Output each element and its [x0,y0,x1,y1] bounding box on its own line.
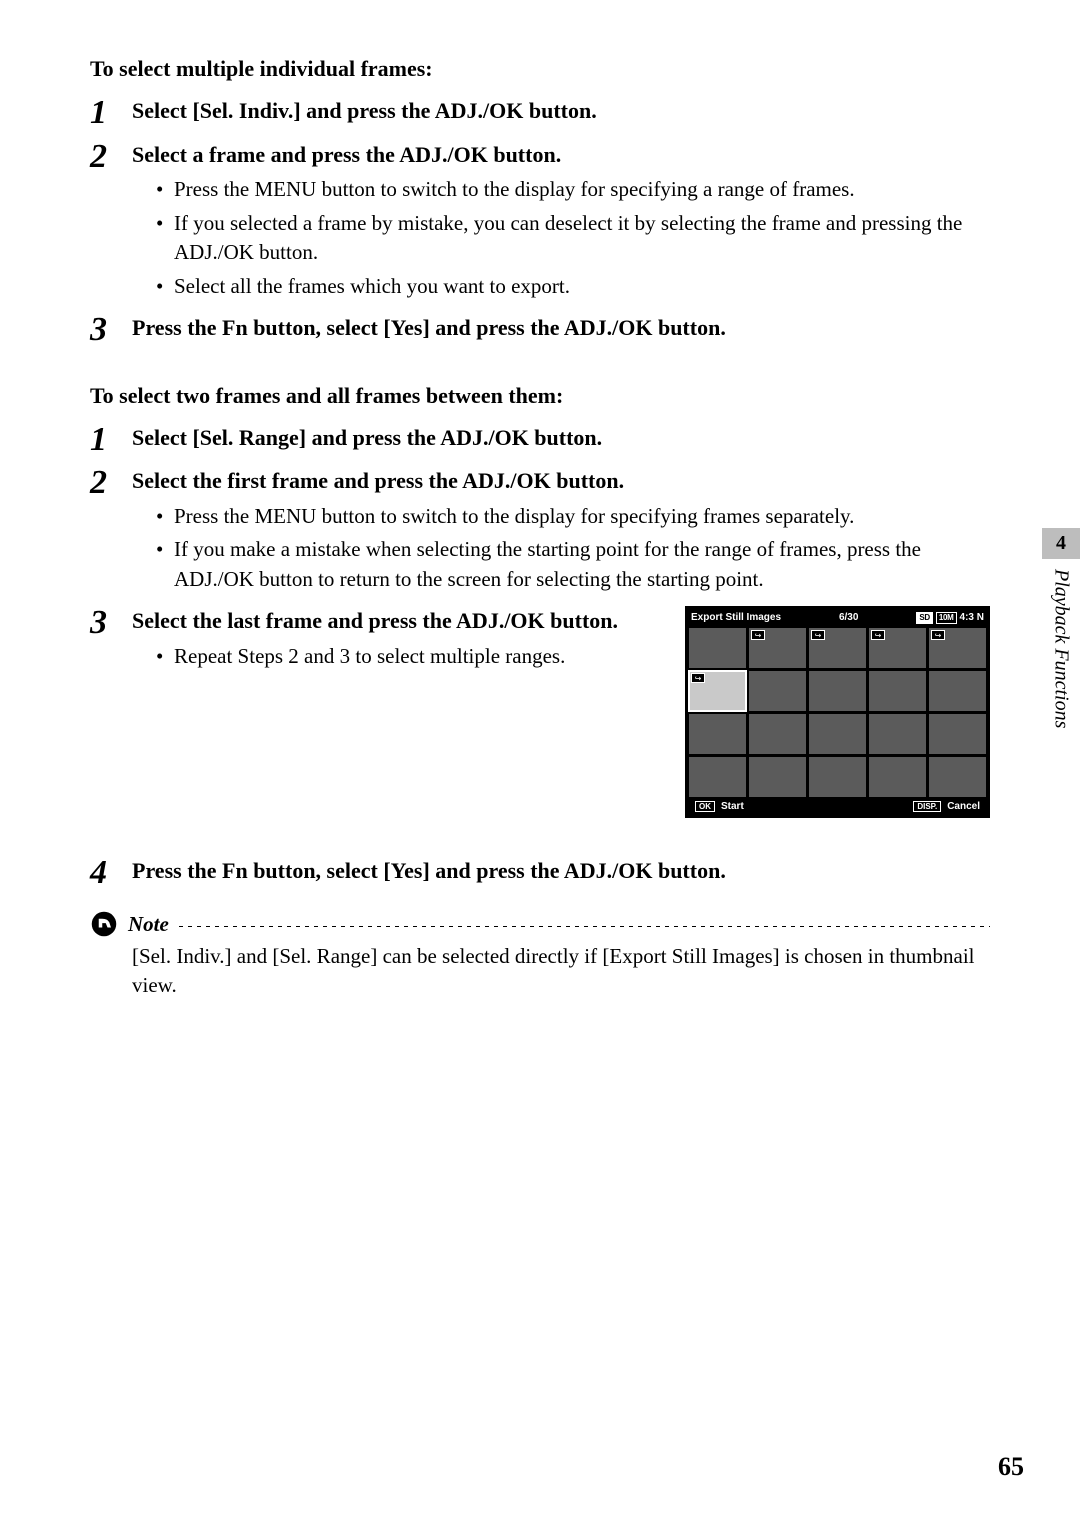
section-b-step-4: 4 Press the Fn button, select [Yes] and … [90,856,990,892]
step-number: 3 [90,606,132,640]
lcd-cancel-hint: DISP. Cancel [913,801,980,813]
lcd-ok-hint: OK Start [695,801,744,813]
export-mark-icon: ↪ [691,673,705,683]
lcd-badges: SD 10M 4:3 N [916,612,984,624]
lcd-thumbnail [749,757,806,797]
note-header: Note [90,910,990,938]
section-b-step-3: 3 Select the last frame and press the AD… [90,606,990,818]
step-bullets: Repeat Steps 2 and 3 to select multiple … [132,642,667,671]
step-title: Select the last frame and press the ADJ.… [132,606,667,636]
step-title: Select a frame and press the ADJ./OK but… [132,140,990,170]
bullet-item: If you make a mistake when selecting the… [156,535,990,594]
lcd-thumbnail [689,757,746,797]
lcd-thumbnail: ↪ [929,628,986,668]
lcd-thumbnail [689,628,746,668]
section-a-step-1: 1 Select [Sel. Indiv.] and press the ADJ… [90,96,990,132]
lcd-thumbnail [929,757,986,797]
lcd-thumbnail: ↪ [749,628,806,668]
sd-badge: SD [916,612,933,624]
lcd-thumbnail [869,671,926,711]
section-b-step-2: 2 Select the first frame and press the A… [90,466,990,598]
step-number: 4 [90,856,132,890]
lcd-thumbnail [809,671,866,711]
bullet-item: Repeat Steps 2 and 3 to select multiple … [156,642,667,671]
lcd-thumbnail [869,757,926,797]
lcd-thumbnail [809,714,866,754]
note-pointer-icon [90,910,118,938]
section-a-step-3: 3 Press the Fn button, select [Yes] and … [90,313,990,349]
lcd-thumbnail: ↪ [869,628,926,668]
section-b-step-1: 1 Select [Sel. Range] and press the ADJ.… [90,423,990,459]
note-dash-line [179,926,990,927]
ratio-text: 4:3 N [960,612,984,623]
export-mark-icon: ↪ [811,630,825,640]
cancel-label: Cancel [947,801,980,812]
lcd-footer: OK Start DISP. Cancel [689,797,986,815]
disp-keycap: DISP. [913,801,941,813]
note-text: [Sel. Indiv.] and [Sel. Range] can be se… [90,942,990,1001]
lcd-thumbnail: ↪ [809,628,866,668]
bullet-item: Press the MENU button to switch to the d… [156,175,990,204]
step-bullets: Press the MENU button to switch to the d… [132,175,990,301]
chapter-title: Playback Functions [1050,559,1073,728]
section-a-heading: To select multiple individual frames: [90,56,990,82]
step-title: Select [Sel. Range] and press the ADJ./O… [132,423,990,453]
step-title: Select the first frame and press the ADJ… [132,466,990,496]
ok-keycap: OK [695,801,715,813]
step-number: 2 [90,466,132,500]
ok-label: Start [721,801,744,812]
step-number: 1 [90,96,132,130]
chapter-side-tab: 4 Playback Functions [1042,528,1080,838]
step-number: 2 [90,140,132,174]
bullet-item: If you selected a frame by mistake, you … [156,209,990,268]
step-bullets: Press the MENU button to switch to the d… [132,502,990,594]
bullet-item: Select all the frames which you want to … [156,272,990,301]
page-number: 65 [998,1452,1024,1482]
camera-lcd-figure: Export Still Images 6/30 SD 10M 4:3 N ↪↪… [685,606,990,818]
note-label: Note [128,912,169,937]
export-mark-icon: ↪ [931,630,945,640]
export-mark-icon: ↪ [751,630,765,640]
section-b-heading: To select two frames and all frames betw… [90,383,990,409]
chapter-number: 4 [1042,528,1080,559]
step-number: 1 [90,423,132,457]
export-mark-icon: ↪ [871,630,885,640]
lcd-thumbnail [749,671,806,711]
lcd-header: Export Still Images 6/30 SD 10M 4:3 N [689,610,986,628]
lcd-counter: 6/30 [839,612,858,623]
lcd-thumbnail [809,757,866,797]
lcd-thumbnail-grid: ↪ ↪ ↪ ↪ ↪ [689,628,986,797]
lcd-thumbnail [749,714,806,754]
manual-page: 4 Playback Functions To select multiple … [0,0,1080,1522]
section-a-step-2: 2 Select a frame and press the ADJ./OK b… [90,140,990,305]
lcd-thumbnail [929,714,986,754]
lcd-thumbnail [929,671,986,711]
bullet-item: Press the MENU button to switch to the d… [156,502,990,531]
step-title: Press the Fn button, select [Yes] and pr… [132,856,990,886]
resolution-badge: 10M [936,612,957,624]
lcd-thumbnail [689,714,746,754]
lcd-title: Export Still Images [691,612,781,623]
step-title: Press the Fn button, select [Yes] and pr… [132,313,990,343]
lcd-thumbnail [869,714,926,754]
step-number: 3 [90,313,132,347]
step-title: Select [Sel. Indiv.] and press the ADJ./… [132,96,990,126]
lcd-thumbnail: ↪ [689,671,746,711]
